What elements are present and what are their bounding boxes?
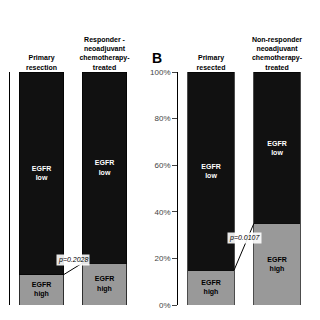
svg-text:80%: 80% bbox=[155, 114, 171, 123]
svg-text:EGFRhigh: EGFRhigh bbox=[267, 256, 286, 273]
svg-text:100%: 100% bbox=[150, 68, 170, 77]
svg-text:Responder -neoadjuvantchemothe: Responder -neoadjuvantchemotherapy-treat… bbox=[79, 36, 130, 70]
svg-text:Primaryresection: Primaryresection bbox=[26, 55, 57, 71]
svg-text:EGFRhigh: EGFRhigh bbox=[201, 279, 220, 296]
svg-text:EGFRlow: EGFRlow bbox=[32, 165, 51, 181]
svg-text:EGFRhigh: EGFRhigh bbox=[32, 281, 51, 298]
svg-text:EGFRlow: EGFRlow bbox=[267, 140, 286, 156]
svg-text:Primaryresected: Primaryresected bbox=[197, 55, 226, 71]
svg-text:EGFRlow: EGFRlow bbox=[201, 163, 220, 179]
svg-text:0%: 0% bbox=[159, 301, 171, 310]
svg-text:40%: 40% bbox=[155, 208, 171, 217]
svg-text:EGFRlow: EGFRlow bbox=[95, 159, 114, 175]
svg-text:p=0.2028: p=0.2028 bbox=[58, 256, 88, 264]
svg-text:60%: 60% bbox=[155, 161, 171, 170]
svg-text:B: B bbox=[152, 50, 162, 66]
svg-text:p=0.0107: p=0.0107 bbox=[229, 234, 260, 242]
svg-text:EGFRhigh: EGFRhigh bbox=[95, 275, 114, 292]
svg-text:Non-responderneoadjuvantchemot: Non-responderneoadjuvantchemotherapy-tre… bbox=[252, 36, 303, 70]
svg-text:20%: 20% bbox=[155, 254, 171, 263]
